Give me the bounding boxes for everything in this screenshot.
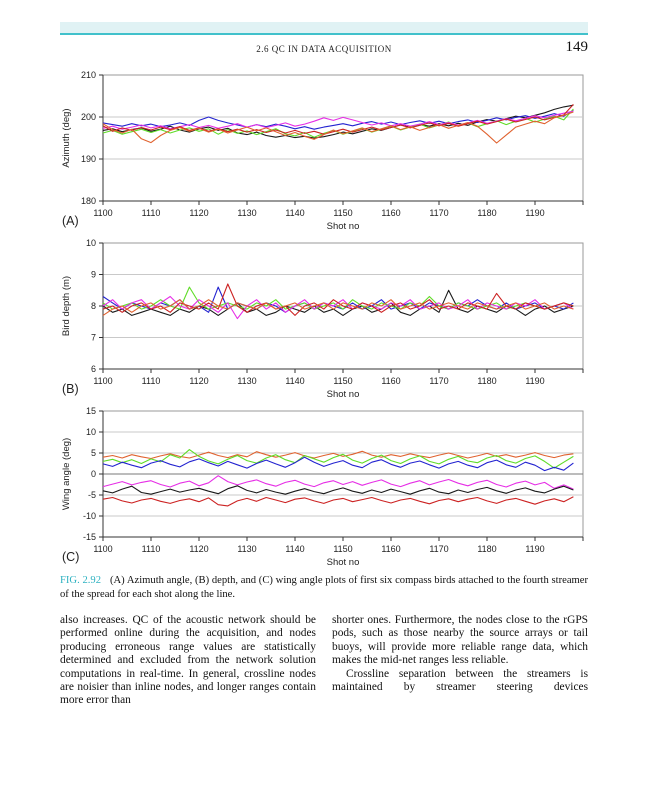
series-line-bird-2 — [102, 456, 574, 472]
x-axis-label: Shot no — [327, 557, 360, 568]
series-line-bird-3 — [102, 449, 574, 469]
x-tick-label: 1160 — [381, 376, 400, 386]
x-tick-label: 1110 — [142, 208, 161, 218]
x-tick-label: 1170 — [429, 376, 448, 386]
running-head: 2.6 QC IN DATA ACQUISITION — [256, 44, 392, 54]
x-tick-label: 1150 — [333, 544, 352, 554]
x-tick-label: 1190 — [525, 208, 544, 218]
x-tick-label: 1130 — [237, 208, 256, 218]
chart-bird-depth: 6 7 8 9 10 1100 1110 1120 1130 1140 1150 1160 1170 11… — [60, 237, 588, 405]
y-tick-label: 10 — [86, 238, 96, 248]
series-line-bird-6 — [102, 111, 574, 144]
x-tick-label: 1180 — [477, 376, 496, 386]
x-tick-label: 1100 — [93, 376, 112, 386]
y-tick-label: 5 — [91, 448, 96, 458]
y-tick-label: 200 — [81, 112, 96, 122]
paragraph: also increases. QC of the acoustic netwo… — [60, 614, 316, 707]
x-tick-label: 1150 — [333, 376, 352, 386]
x-tick-label: 1100 — [93, 544, 112, 554]
series-line-bird-6 — [102, 299, 574, 316]
y-tick-label: 9 — [91, 270, 96, 280]
chart-azimuth: 180 190 200 210 1100 1110 1120 1130 1140 1150 1160… — [60, 69, 588, 237]
series-line-bird-5 — [102, 496, 574, 507]
x-tick-label: 1140 — [285, 376, 304, 386]
paragraph: Crossline separation between the streame… — [332, 667, 588, 694]
x-tick-label: 1150 — [333, 208, 352, 218]
panel-label: (B) — [62, 382, 79, 396]
x-tick-label: 1100 — [93, 208, 112, 218]
x-tick-label: 1120 — [189, 208, 208, 218]
x-tick-label: 1130 — [237, 544, 256, 554]
x-tick-label: 1190 — [525, 376, 544, 386]
chart-svg: -15 -10 -5 0 5 10 15 1100 1110 1120 1130 1140 1150 11… — [61, 406, 584, 568]
x-tick-label: 1140 — [285, 208, 304, 218]
series-line-bird-5 — [102, 104, 574, 135]
figure-caption-text: (A) Azimuth angle, (B) depth, and (C) wi… — [60, 575, 589, 600]
figure-caption-label: FIG. 2.92 — [60, 575, 101, 586]
chart-wing-angle: -15 -10 -5 0 5 10 15 1100 1110 1120 1130 1140 1150 11… — [60, 405, 588, 573]
x-tick-label: 1120 — [189, 544, 208, 554]
y-axis-label: Wing angle (deg) — [61, 438, 72, 510]
series-line-bird-1 — [102, 485, 574, 495]
series-line-bird-5 — [102, 283, 574, 316]
series-line-bird-1 — [102, 104, 574, 139]
y-tick-label: 6 — [91, 364, 96, 374]
y-tick-label: -10 — [83, 511, 96, 521]
x-tick-label: 1130 — [237, 376, 256, 386]
y-tick-label: 210 — [81, 70, 96, 80]
y-tick-label: 0 — [91, 469, 96, 479]
y-tick-label: 10 — [86, 427, 96, 437]
x-tick-label: 1180 — [477, 208, 496, 218]
x-tick-label: 1110 — [142, 544, 161, 554]
x-tick-label: 1160 — [381, 544, 400, 554]
x-tick-label: 1180 — [477, 544, 496, 554]
x-tick-label: 1140 — [285, 544, 304, 554]
chart-svg: 6 7 8 9 10 1100 1110 1120 1130 1140 1150 1160 1170 11… — [61, 238, 584, 400]
page-number: 149 — [565, 39, 589, 55]
y-axis-label: Azimuth (deg) — [61, 108, 72, 167]
chart-svg: 180 190 200 210 1100 1110 1120 1130 1140 1150 1160… — [61, 70, 584, 232]
series-line-bird-4 — [102, 475, 574, 490]
y-tick-label: 7 — [91, 333, 96, 343]
y-tick-label: 8 — [91, 301, 96, 311]
x-tick-label: 1190 — [525, 544, 544, 554]
x-tick-label: 1110 — [142, 376, 161, 386]
paragraph: shorter ones. Furthermore, the nodes clo… — [332, 614, 588, 667]
x-tick-label: 1170 — [429, 544, 448, 554]
y-tick-label: 180 — [81, 196, 96, 206]
body-left-column: also increases. QC of the acoustic netwo… — [60, 614, 316, 708]
page-header: 2.6 QC IN DATA ACQUISITION 149 — [60, 39, 588, 59]
y-tick-label: -5 — [88, 490, 96, 500]
x-axis-label: Shot no — [327, 389, 360, 400]
y-tick-label: 190 — [81, 154, 96, 164]
series-line-bird-2 — [102, 109, 574, 130]
y-tick-label: 15 — [86, 406, 96, 416]
figure-caption: FIG. 2.92 (A) Azimuth angle, (B) depth, a… — [60, 574, 588, 601]
y-axis-label: Bird depth (m) — [61, 276, 72, 336]
x-tick-label: 1120 — [189, 376, 208, 386]
y-tick-label: -15 — [83, 532, 96, 542]
panel-label: (A) — [62, 214, 79, 228]
series-line-bird-6 — [102, 450, 574, 460]
x-axis-label: Shot no — [327, 221, 360, 232]
figure-2-92: 180 190 200 210 1100 1110 1120 1130 1140 1150 1160… — [60, 69, 588, 573]
series-line-bird-1 — [102, 289, 574, 316]
panel-label: (C) — [62, 550, 79, 564]
body-text: also increases. QC of the acoustic netwo… — [60, 614, 588, 708]
x-tick-label: 1160 — [381, 208, 400, 218]
body-right-column: shorter ones. Furthermore, the nodes clo… — [332, 614, 588, 708]
header-accent-band — [60, 22, 588, 35]
x-tick-label: 1170 — [429, 208, 448, 218]
